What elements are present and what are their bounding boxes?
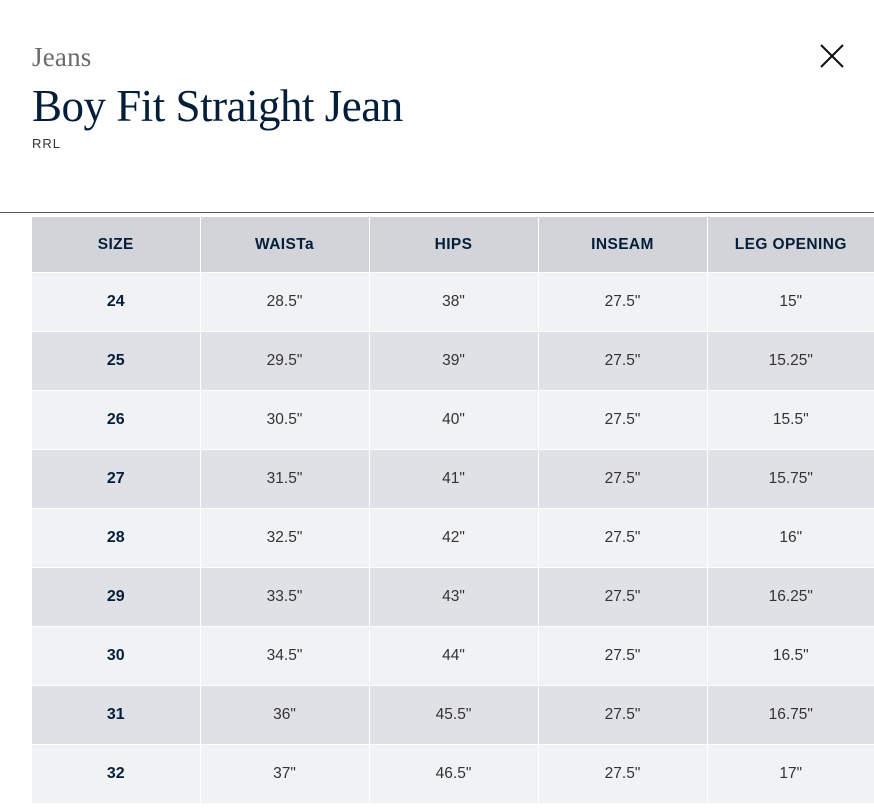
leg-opening-cell: 16.75": [707, 685, 874, 745]
size-cell: 25: [32, 331, 201, 391]
hips-cell: 40": [369, 390, 539, 450]
table-row: 24 28.5" 38" 27.5" 15": [32, 272, 874, 332]
waist-cell: 31.5": [200, 449, 370, 509]
hips-cell: 43": [369, 567, 539, 627]
table-row: 31 36" 45.5" 27.5" 16.75": [32, 685, 874, 745]
inseam-cell: 27.5": [538, 508, 708, 568]
size-cell: 29: [32, 567, 201, 627]
leg-opening-cell: 17": [707, 744, 874, 804]
inseam-cell: 27.5": [538, 685, 708, 745]
inseam-cell: 27.5": [538, 390, 708, 450]
table-row: 32 37" 46.5" 27.5" 17": [32, 744, 874, 804]
waist-cell: 37": [200, 744, 370, 804]
size-cell: 26: [32, 390, 201, 450]
hips-cell: 42": [369, 508, 539, 568]
leg-opening-cell: 15.25": [707, 331, 874, 391]
size-cell: 32: [32, 744, 201, 804]
waist-cell: 28.5": [200, 272, 370, 332]
waist-cell: 32.5": [200, 508, 370, 568]
product-category: Jeans: [32, 42, 92, 72]
leg-opening-cell: 15.75": [707, 449, 874, 509]
column-header-leg-opening: LEG OPENING: [707, 217, 874, 273]
product-brand: RRL: [32, 136, 62, 151]
inseam-cell: 27.5": [538, 567, 708, 627]
close-icon: [820, 44, 844, 68]
inseam-cell: 27.5": [538, 626, 708, 686]
column-header-inseam: INSEAM: [538, 217, 708, 273]
inseam-cell: 27.5": [538, 272, 708, 332]
inseam-cell: 27.5": [538, 744, 708, 804]
column-header-hips: HIPS: [369, 217, 539, 273]
product-title: Boy Fit Straight Jean: [32, 81, 403, 131]
table-row: 29 33.5" 43" 27.5" 16.25": [32, 567, 874, 627]
table-row: 28 32.5" 42" 27.5" 16": [32, 508, 874, 568]
waist-cell: 29.5": [200, 331, 370, 391]
leg-opening-cell: 16.25": [707, 567, 874, 627]
size-cell: 24: [32, 272, 201, 332]
header-divider: [0, 212, 874, 213]
hips-cell: 41": [369, 449, 539, 509]
waist-cell: 33.5": [200, 567, 370, 627]
hips-cell: 45.5": [369, 685, 539, 745]
size-cell: 30: [32, 626, 201, 686]
table-row: 25 29.5" 39" 27.5" 15.25": [32, 331, 874, 391]
size-chart-header: Jeans Boy Fit Straight Jean RRL: [0, 0, 874, 212]
leg-opening-cell: 16.5": [707, 626, 874, 686]
inseam-cell: 27.5": [538, 449, 708, 509]
leg-opening-cell: 16": [707, 508, 874, 568]
hips-cell: 44": [369, 626, 539, 686]
table-row: 27 31.5" 41" 27.5" 15.75": [32, 449, 874, 509]
hips-cell: 38": [369, 272, 539, 332]
waist-cell: 30.5": [200, 390, 370, 450]
table-row: 26 30.5" 40" 27.5" 15.5": [32, 390, 874, 450]
column-header-waist: WAISTa: [200, 217, 370, 273]
close-button[interactable]: [816, 40, 848, 72]
leg-opening-cell: 15.5": [707, 390, 874, 450]
waist-cell: 36": [200, 685, 370, 745]
waist-cell: 34.5": [200, 626, 370, 686]
size-cell: 31: [32, 685, 201, 745]
leg-opening-cell: 15": [707, 272, 874, 332]
table-row: 30 34.5" 44" 27.5" 16.5": [32, 626, 874, 686]
size-cell: 28: [32, 508, 201, 568]
table-header-row: SIZE WAISTa HIPS INSEAM LEG OPENING: [32, 217, 874, 273]
hips-cell: 46.5": [369, 744, 539, 804]
inseam-cell: 27.5": [538, 331, 708, 391]
column-header-size: SIZE: [32, 217, 201, 273]
size-cell: 27: [32, 449, 201, 509]
size-chart-table: SIZE WAISTa HIPS INSEAM LEG OPENING 24 28…: [32, 217, 874, 804]
hips-cell: 39": [369, 331, 539, 391]
